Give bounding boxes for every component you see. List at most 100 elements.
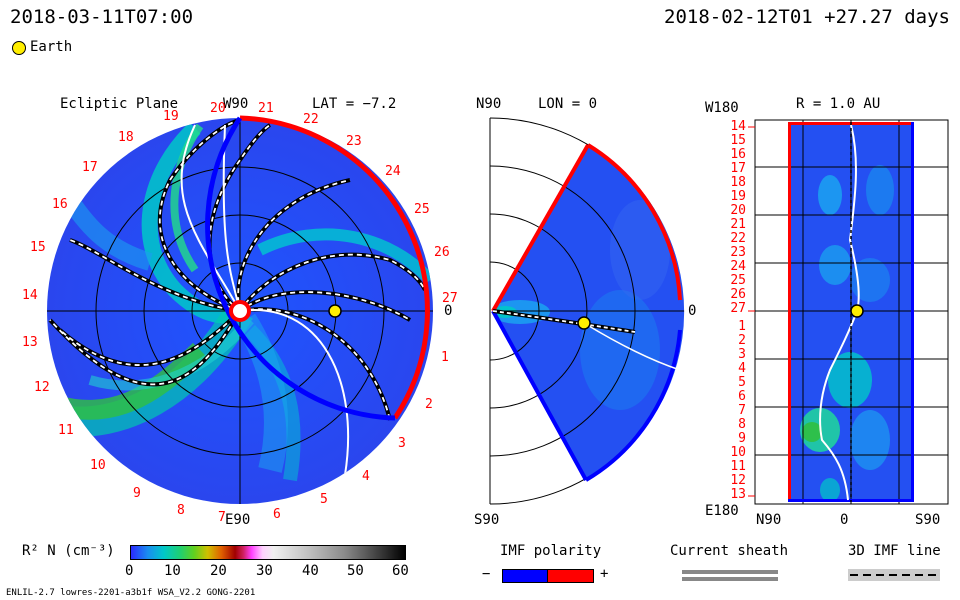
earth-icon bbox=[328, 304, 342, 318]
radial-x-tick-s90: S90 bbox=[915, 512, 941, 528]
sector-number: 2 bbox=[425, 397, 433, 412]
sector-number: 15 bbox=[730, 133, 746, 148]
meridional-density-features bbox=[493, 165, 685, 457]
sector-number: 14 bbox=[22, 288, 38, 303]
earth-icon bbox=[850, 304, 864, 318]
sector-number: 5 bbox=[320, 492, 328, 507]
sector-number: 23 bbox=[730, 245, 746, 260]
sector-number: 25 bbox=[730, 273, 746, 288]
ecliptic-sector-numbers: 20 21 22 23 24 25 26 27 1 2 3 4 5 6 7 8 … bbox=[22, 101, 458, 525]
radial-sector-ticks bbox=[748, 126, 755, 497]
sector-number: 22 bbox=[730, 231, 746, 246]
radial-negative-edge bbox=[911, 122, 914, 502]
colorbar-tick: 10 bbox=[164, 563, 181, 579]
colorbar-tick: 40 bbox=[302, 563, 319, 579]
radial-bottom-left-label: E180 bbox=[705, 503, 739, 519]
sun-marker-icon bbox=[229, 300, 251, 322]
current-sheath-swatch bbox=[682, 570, 778, 574]
colorbar-tick: 0 bbox=[125, 563, 134, 579]
radial-x-tick-0: 0 bbox=[840, 512, 849, 528]
meridional-lon-label: LON = 0 bbox=[538, 96, 598, 112]
model-timestamp: 2018-03-11T07:00 bbox=[10, 6, 194, 28]
model-info-footer: ENLIL-2.7 lowres-2201-a3b1f WSA_V2.2 GON… bbox=[6, 588, 256, 598]
current-sheath-swatch-2 bbox=[682, 577, 778, 581]
ecliptic-top-label: W90 bbox=[223, 96, 249, 112]
sector-number: 1 bbox=[441, 350, 449, 365]
radial-x-tick-n90: N90 bbox=[756, 512, 782, 528]
ecliptic-earth-imf-line bbox=[180, 124, 350, 476]
sector-number: 12 bbox=[730, 473, 746, 488]
imf-negative-swatch bbox=[502, 569, 549, 583]
sector-number: 6 bbox=[738, 389, 746, 404]
sector-number: 6 bbox=[273, 507, 281, 522]
sector-number: 26 bbox=[730, 287, 746, 302]
earth-legend-label: Earth bbox=[30, 39, 73, 55]
imf-polarity-plus: + bbox=[600, 566, 609, 582]
earth-icon bbox=[577, 316, 591, 330]
sector-number: 3 bbox=[738, 347, 746, 362]
meridional-north-edge bbox=[491, 144, 590, 312]
sector-number: 21 bbox=[258, 101, 274, 116]
meridional-south-edge bbox=[491, 310, 588, 481]
sector-number: 12 bbox=[34, 380, 50, 395]
sector-number: 4 bbox=[738, 361, 746, 376]
ecliptic-positive-sector-arc bbox=[239, 115, 430, 420]
meridional-positive-arc bbox=[586, 143, 682, 301]
sector-number: 27 bbox=[442, 291, 458, 306]
ecliptic-negative-sector-arc bbox=[205, 116, 396, 421]
sector-number: 19 bbox=[163, 109, 179, 124]
current-sheath-title: Current sheath bbox=[670, 543, 789, 559]
colorbar-tick: 50 bbox=[347, 563, 364, 579]
sector-number: 5 bbox=[738, 375, 746, 390]
sector-number: 7 bbox=[738, 403, 746, 418]
meridional-imf-line bbox=[492, 310, 636, 333]
sector-number: 16 bbox=[730, 147, 746, 162]
radial-sector-numbers: 14 15 16 17 18 19 20 21 22 23 24 25 26 2… bbox=[730, 119, 746, 502]
imf-line-swatch bbox=[848, 569, 940, 581]
meridional-top-label: N90 bbox=[476, 96, 502, 112]
sector-number: 22 bbox=[303, 112, 319, 127]
sector-number: 4 bbox=[362, 469, 370, 484]
colorbar-tick: 20 bbox=[210, 563, 227, 579]
ecliptic-right-label: 0 bbox=[444, 303, 453, 319]
sector-number: 3 bbox=[398, 436, 406, 451]
ecliptic-bottom-label: E90 bbox=[225, 512, 251, 528]
sector-number: 24 bbox=[730, 259, 746, 274]
radial-current-sheath-line bbox=[819, 124, 860, 501]
sector-number: 18 bbox=[730, 175, 746, 190]
sector-number: 7 bbox=[218, 510, 226, 525]
sector-number: 25 bbox=[414, 202, 430, 217]
earth-marker-icon bbox=[12, 41, 26, 55]
radial-positive-edge bbox=[788, 122, 791, 502]
sector-number: 9 bbox=[738, 431, 746, 446]
sector-number: 21 bbox=[730, 217, 746, 232]
sector-number: 19 bbox=[730, 189, 746, 204]
reference-timestamp: 2018-02-12T01 +27.27 days bbox=[664, 6, 950, 28]
sector-number: 17 bbox=[82, 160, 98, 175]
sector-number: 27 bbox=[730, 301, 746, 316]
meridional-negative-arc bbox=[584, 329, 682, 482]
colorbar-label: R² N (cm⁻³) bbox=[22, 543, 115, 559]
sector-number: 16 bbox=[52, 197, 68, 212]
colorbar-tick: 60 bbox=[392, 563, 409, 579]
sector-number: 17 bbox=[730, 161, 746, 176]
sector-number: 23 bbox=[346, 134, 362, 149]
imf-line-title: 3D IMF line bbox=[848, 543, 941, 559]
sector-number: 13 bbox=[22, 335, 38, 350]
sector-number: 26 bbox=[434, 245, 450, 260]
imf-positive-swatch bbox=[547, 569, 594, 583]
colorbar-tick: 30 bbox=[256, 563, 273, 579]
colorbar bbox=[130, 545, 406, 560]
sector-number: 11 bbox=[58, 423, 74, 438]
radial-title: R = 1.0 AU bbox=[796, 96, 881, 112]
sector-number: 20 bbox=[730, 203, 746, 218]
ecliptic-lat-label: LAT = −7.2 bbox=[312, 96, 397, 112]
radial-top-left-label: W180 bbox=[705, 100, 739, 116]
meridional-bottom-label: S90 bbox=[474, 512, 500, 528]
sector-number: 10 bbox=[730, 445, 746, 460]
sector-number: 8 bbox=[177, 503, 185, 518]
sector-number: 2 bbox=[738, 333, 746, 348]
ecliptic-title: Ecliptic Plane bbox=[60, 96, 179, 112]
